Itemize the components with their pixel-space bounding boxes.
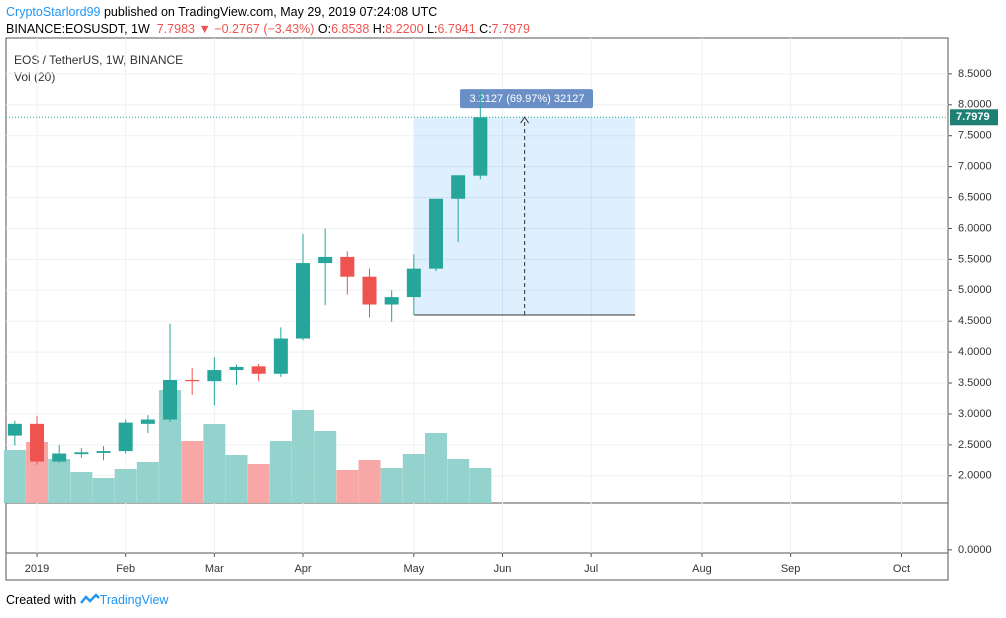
header-line: BINANCE:EOSUSDT, 1W 7.7983 ▼ −0.2767 (−3… [6,22,530,36]
volume-bar [314,431,337,503]
candle-body [30,423,45,462]
l-label: L: [427,22,438,36]
candle-body [52,453,67,462]
candle-body [163,379,178,420]
candle-body [362,276,377,305]
volume-bar [203,424,226,503]
y-tick-label: 7.0000 [958,161,992,173]
y-tick-label: 3.0000 [958,408,992,420]
candle-body [406,268,421,298]
volume-bar [424,433,447,503]
x-tick-label: Oct [893,563,910,575]
y-tick-label: 4.5000 [958,315,992,327]
candle-body [473,117,488,176]
y-tick-label: 5.5000 [958,253,992,265]
candle-body [7,423,22,436]
change: −0.2767 (−3.43%) [214,22,315,36]
o-label: O: [317,22,332,36]
x-tick-label: Jul [584,563,598,575]
candle-body [251,366,266,374]
measure-label-bg [460,89,593,109]
volume-bar [469,468,492,503]
candle-body [185,379,200,382]
author[interactable]: CryptoStarlord99 [6,5,101,19]
candle-body [118,422,133,452]
candle-body [229,366,244,371]
x-tick-label: Mar [205,563,224,575]
volume-bar [48,459,71,503]
last: 7.7983 [156,22,195,36]
header-line: CryptoStarlord99 published on TradingVie… [6,5,437,19]
x-tick-label: Jun [494,563,512,575]
x-tick-label: Sep [781,563,801,575]
candle-body [207,370,222,382]
y-tick-label: 8.5000 [958,68,992,80]
volume-bar [92,478,115,503]
volume-bar [114,469,137,503]
chart-title: EOS / TetherUS, 1W, BINANCE [14,53,183,67]
volume-bar [136,462,159,503]
candle-body [384,297,399,305]
chart: EOS / TetherUS, 1W, BINANCE Vol (20) 2.0… [3,37,998,581]
c: 7.7979 [491,22,530,36]
frame [5,37,949,581]
candle-body [428,198,443,269]
volume-label: Vol (20) [14,70,55,84]
y-tick-label: 4.0000 [958,346,992,358]
h-label: H: [372,22,386,36]
volume-bar [447,459,470,503]
candle-body [296,263,311,339]
c-label: C: [479,22,492,36]
volume-bar [336,470,359,503]
y-tick-label: 5.0000 [958,284,992,296]
y-tick-label: 6.0000 [958,222,992,234]
volume-bar [247,464,270,503]
volume-bar [292,410,315,503]
last-price-label: 7.7979 [956,111,990,123]
published: published on TradingView.com, May 29, 20… [103,5,438,19]
x-tick-label: Aug [692,563,712,575]
footer: Created with TradingView [6,593,168,607]
x-tick-label: Feb [116,563,135,575]
x-tick-label: May [403,563,424,575]
symbol: BINANCE:EOSUSDT, 1W [6,22,150,36]
y-tick-label: 8.0000 [958,99,992,111]
o: 6.8538 [331,22,370,36]
candle-body [340,256,355,277]
y-tick-label: 0.0000 [958,544,992,556]
last-price-bg [950,109,998,126]
l: 6.7941 [437,22,476,36]
h: 8.2200 [385,22,424,36]
candle-body [451,175,466,199]
y-tick-label: 3.5000 [958,377,992,389]
candle-body [140,419,155,424]
candle-body [318,256,333,264]
y-tick-label: 2.5000 [958,439,992,451]
y-tick-label: 2.0000 [958,470,992,482]
volume-bar [181,441,204,503]
y-tick-label: 6.5000 [958,191,992,203]
created: Created with [6,593,77,607]
x-tick-label: Apr [294,563,311,575]
measure-arrowhead [520,116,530,124]
candle-body [96,451,111,453]
brand[interactable]: TradingView [99,593,169,607]
volume-bar [3,450,26,503]
y-tick-label: 7.5000 [958,130,992,142]
arrow: ▼ [198,22,211,36]
candle-body [273,338,288,374]
volume-bar [358,460,381,503]
volume-bar [70,472,93,503]
volume-bar [402,454,425,503]
measure-label: 3.2127 (69.97%) 32127 [470,93,585,105]
candle-body [74,452,89,455]
volume-bar [269,441,292,503]
volume-bar [380,468,403,503]
logo [79,593,100,604]
x-tick-label: 2019 [25,563,49,575]
volume-bar [225,455,248,503]
